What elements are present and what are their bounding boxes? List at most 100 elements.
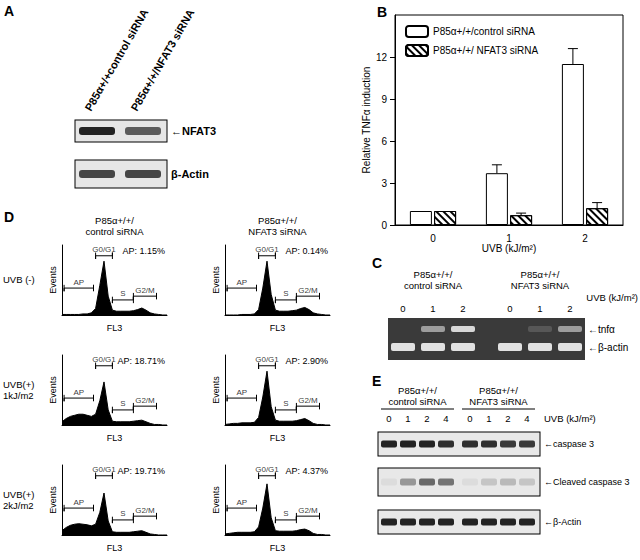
svg-text:AP: AP	[73, 278, 84, 287]
svg-text:←tnfα: ←tnfα	[588, 324, 615, 335]
svg-text:3: 3	[381, 178, 387, 189]
svg-text:Events: Events	[211, 266, 221, 294]
svg-text:UVB(+): UVB(+)	[3, 379, 34, 390]
svg-text:control siRNA: control siRNA	[404, 280, 463, 291]
svg-text:←caspase 3: ←caspase 3	[544, 439, 594, 449]
svg-text:S: S	[120, 399, 125, 408]
svg-text:NFAT3 siRNA: NFAT3 siRNA	[248, 226, 307, 237]
svg-text:Events: Events	[48, 486, 58, 514]
svg-text:2: 2	[424, 413, 429, 424]
svg-text:C: C	[372, 255, 382, 271]
svg-text:FL3: FL3	[107, 323, 123, 333]
svg-text:P85α+/+control siRNA: P85α+/+control siRNA	[82, 7, 150, 113]
svg-text:P85α+/+/: P85α+/+/	[95, 215, 134, 226]
svg-text:NFAT3 siRNA: NFAT3 siRNA	[511, 280, 570, 291]
svg-text:2: 2	[567, 303, 572, 314]
svg-text:G2/M: G2/M	[298, 506, 318, 515]
svg-text:G0/G1: G0/G1	[255, 355, 279, 365]
svg-text:0: 0	[386, 413, 391, 424]
svg-text:2: 2	[582, 233, 588, 244]
svg-text:FL3: FL3	[107, 543, 123, 553]
svg-text:S: S	[120, 289, 125, 298]
svg-text:G2/M: G2/M	[135, 396, 155, 405]
svg-text:G2/M: G2/M	[135, 506, 155, 515]
svg-text:P85α+/+/control siRNA: P85α+/+/control siRNA	[433, 26, 535, 37]
svg-text:FL3: FL3	[270, 543, 286, 553]
svg-text:Events: Events	[48, 376, 58, 404]
svg-text:AP: 0.14%: AP: 0.14%	[285, 246, 328, 256]
svg-text:AP: AP	[73, 388, 84, 397]
svg-text:NFAT3 siRNA: NFAT3 siRNA	[469, 396, 528, 407]
svg-text:S: S	[283, 399, 288, 408]
svg-text:1: 1	[486, 413, 491, 424]
svg-text:0: 0	[430, 233, 436, 244]
svg-text:←Cleaved caspase 3: ←Cleaved caspase 3	[544, 477, 630, 487]
svg-text:AP: 19.71%: AP: 19.71%	[117, 466, 165, 476]
svg-text:P85α+/+/ NFAT3 siRNA: P85α+/+/ NFAT3 siRNA	[433, 45, 538, 56]
svg-text:AP: 4.37%: AP: 4.37%	[285, 466, 328, 476]
svg-text:S: S	[283, 289, 288, 298]
svg-text:G0/G1: G0/G1	[92, 245, 116, 255]
svg-text:Events: Events	[211, 376, 221, 404]
svg-text:6: 6	[381, 136, 387, 147]
svg-text:G2/M: G2/M	[298, 396, 318, 405]
svg-text:AP: 2.90%: AP: 2.90%	[285, 356, 328, 366]
svg-text:←β-actin: ←β-actin	[588, 342, 628, 353]
svg-text:UVB (kJ/m²): UVB (kJ/m²)	[586, 292, 638, 303]
svg-text:AP: AP	[236, 278, 247, 287]
svg-text:Events: Events	[211, 486, 221, 514]
svg-text:S: S	[283, 509, 288, 518]
svg-text:P85α+/+/: P85α+/+/	[521, 269, 560, 280]
svg-text:UVB(+): UVB(+)	[3, 489, 34, 500]
svg-text:P85α+/+/NFAT3 siRNA: P85α+/+/NFAT3 siRNA	[128, 7, 196, 113]
svg-text:FL3: FL3	[270, 323, 286, 333]
svg-text:D: D	[4, 209, 14, 225]
svg-text:AP: AP	[73, 498, 84, 507]
svg-text:S: S	[120, 509, 125, 518]
svg-text:2: 2	[505, 413, 510, 424]
svg-text:2: 2	[460, 303, 465, 314]
svg-text:Events: Events	[48, 266, 58, 294]
svg-text:G0/G1: G0/G1	[92, 465, 116, 475]
svg-text:2kJ/m2: 2kJ/m2	[3, 500, 34, 511]
svg-text:UVB (kJ/m²): UVB (kJ/m²)	[544, 413, 596, 424]
svg-text:G0/G1: G0/G1	[255, 245, 279, 255]
svg-text:AP: 1.15%: AP: 1.15%	[122, 246, 165, 256]
svg-text:1: 1	[537, 303, 542, 314]
svg-text:UVB (-): UVB (-)	[3, 274, 35, 285]
svg-text:control siRNA: control siRNA	[388, 396, 447, 407]
svg-text:0: 0	[507, 303, 512, 314]
svg-text:control siRNA: control siRNA	[85, 226, 144, 237]
svg-text:G2/M: G2/M	[298, 286, 318, 295]
svg-text:B: B	[377, 4, 387, 20]
svg-text:0: 0	[381, 220, 387, 231]
svg-text:P85α+/+/: P85α+/+/	[414, 269, 453, 280]
svg-text:0: 0	[400, 303, 405, 314]
svg-text:G2/M: G2/M	[135, 286, 155, 295]
svg-text:Relative TNFα induction: Relative TNFα induction	[361, 67, 372, 174]
svg-text:4: 4	[524, 413, 529, 424]
svg-text:1: 1	[506, 233, 512, 244]
svg-text:←NFAT3: ←NFAT3	[171, 125, 216, 137]
svg-text:←β-Actin: ←β-Actin	[544, 517, 581, 527]
svg-text:AP: 18.71%: AP: 18.71%	[117, 356, 165, 366]
svg-text:G0/G1: G0/G1	[92, 355, 116, 365]
svg-text:FL3: FL3	[107, 433, 123, 443]
svg-text:P85α+/+/: P85α+/+/	[258, 215, 297, 226]
svg-text:AP: AP	[236, 498, 247, 507]
svg-text:AP: AP	[236, 388, 247, 397]
svg-text:4: 4	[443, 413, 448, 424]
svg-text:1kJ/m2: 1kJ/m2	[3, 390, 34, 401]
svg-text:9: 9	[381, 94, 387, 105]
svg-text:E: E	[372, 373, 381, 389]
svg-text:UVB (kJ/m²): UVB (kJ/m²)	[482, 243, 536, 254]
svg-text:FL3: FL3	[270, 433, 286, 443]
svg-text:P85α+/+/: P85α+/+/	[479, 385, 518, 396]
svg-text:A: A	[4, 3, 14, 19]
svg-text:0: 0	[467, 413, 472, 424]
svg-text:1: 1	[405, 413, 410, 424]
svg-text:β-Actin: β-Actin	[171, 168, 209, 180]
svg-text:12: 12	[376, 52, 388, 63]
svg-text:P85α+/+/: P85α+/+/	[398, 385, 437, 396]
svg-text:1: 1	[430, 303, 435, 314]
